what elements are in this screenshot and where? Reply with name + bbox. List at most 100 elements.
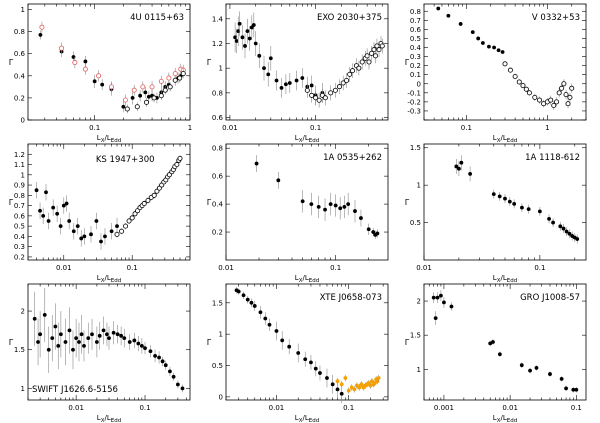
panel-6: 0.01 0.1 0.5 1 1.5 Γ LX/LEdd 1A 1118-612	[405, 143, 587, 284]
data-point	[476, 36, 481, 41]
panel-title: 1A 1118-612	[525, 153, 580, 163]
y-tick-label: 0.8	[14, 192, 25, 200]
data-point	[520, 83, 526, 89]
data-point	[526, 90, 532, 96]
data-point	[263, 316, 268, 321]
y-tick-label: 1	[417, 182, 421, 190]
y-tick-label: 1.1	[14, 161, 25, 169]
y-axis-label: Γ	[9, 198, 14, 207]
data-point	[134, 104, 140, 110]
data-point	[157, 355, 161, 360]
panel-title: V 0332+53	[532, 13, 580, 23]
data-point	[51, 205, 56, 210]
data-point	[335, 379, 340, 384]
panel-title: KS 1947+300	[96, 155, 155, 165]
x-axis-label-part: Edd	[507, 418, 517, 423]
data-point	[564, 229, 569, 234]
data-point	[237, 21, 242, 26]
series-filled	[32, 287, 185, 393]
x-axis-label: LX/LEdd	[493, 134, 517, 144]
data-point	[280, 338, 285, 343]
x-axis-label: LX/LEdd	[97, 274, 121, 284]
series-filled	[34, 181, 119, 250]
data-point	[119, 333, 124, 338]
x-axis-label-part: X	[101, 278, 105, 284]
y-tick-label: 0.5	[410, 219, 421, 227]
plot-frame	[27, 3, 191, 121]
data-point	[340, 80, 346, 86]
data-point	[79, 332, 84, 337]
data-point	[346, 388, 351, 393]
data-point	[339, 391, 344, 396]
data-point	[274, 329, 279, 333]
x-tick-label: 0.1	[127, 264, 138, 272]
data-point	[512, 74, 518, 80]
y-tick-label: 0.7	[410, 17, 421, 25]
x-axis-label-part: X	[299, 138, 303, 144]
data-point	[379, 43, 385, 49]
x-axis-label-part: L	[493, 274, 497, 282]
panel-title: 1A 0535+262	[323, 153, 382, 163]
data-point	[262, 66, 266, 71]
x-axis-label-part: L	[295, 414, 299, 422]
data-point	[146, 94, 151, 99]
data-point	[74, 336, 79, 341]
panel-title: SWIFT J1626.6-5156	[32, 385, 118, 395]
data-point	[148, 349, 153, 354]
x-axis-label-part: /L	[302, 414, 308, 422]
y-tick-label: 0.1	[410, 71, 421, 79]
data-point	[323, 207, 327, 212]
data-point	[330, 382, 335, 387]
panel-title: GRO J1008-57	[520, 293, 580, 303]
data-point	[257, 53, 262, 58]
x-axis-label-part: Edd	[309, 278, 319, 284]
data-point	[163, 363, 168, 368]
data-point	[75, 224, 80, 229]
x-tick-label: 1	[545, 124, 549, 132]
data-point	[245, 297, 250, 302]
data-point	[569, 85, 575, 91]
x-axis-label-part: /L	[500, 414, 506, 422]
y-tick-label: 0.3	[14, 243, 25, 251]
data-point	[300, 199, 305, 204]
x-axis-label-part: X	[101, 418, 105, 423]
x-tick-label: 1	[188, 124, 192, 132]
plot-frame	[27, 143, 191, 261]
data-point	[145, 197, 151, 203]
x-tick-label: 0.1	[330, 264, 341, 272]
data-point	[121, 104, 126, 109]
data-point	[122, 97, 128, 103]
data-point	[507, 199, 512, 204]
data-point	[567, 94, 573, 100]
series-filled	[436, 6, 505, 54]
x-axis-label-part: /L	[302, 134, 308, 142]
data-point	[516, 79, 522, 85]
y-tick-label: 0.4	[212, 201, 224, 209]
data-point	[352, 387, 357, 392]
data-point	[528, 368, 532, 373]
data-point	[523, 86, 529, 92]
data-point	[109, 229, 114, 234]
data-point	[86, 336, 91, 341]
data-point	[520, 205, 524, 210]
data-point	[458, 22, 463, 26]
data-point	[454, 164, 459, 169]
y-axis-label: Γ	[405, 58, 410, 67]
x-axis-label-part: Edd	[507, 138, 517, 144]
data-point	[433, 316, 438, 321]
data-point	[55, 211, 60, 216]
data-point	[174, 162, 180, 168]
data-point	[177, 155, 183, 161]
data-point	[368, 383, 373, 388]
data-point	[172, 77, 178, 83]
data-point	[512, 201, 517, 206]
y-axis-label: Γ	[405, 338, 410, 347]
y-tick-label: 1.5	[410, 144, 421, 152]
x-axis-label-part: L	[295, 134, 299, 142]
data-point	[61, 203, 66, 208]
data-point	[313, 95, 319, 101]
data-point	[83, 59, 88, 64]
data-point	[123, 223, 129, 229]
data-point	[565, 101, 571, 107]
y-tick-label: 0	[219, 393, 223, 401]
